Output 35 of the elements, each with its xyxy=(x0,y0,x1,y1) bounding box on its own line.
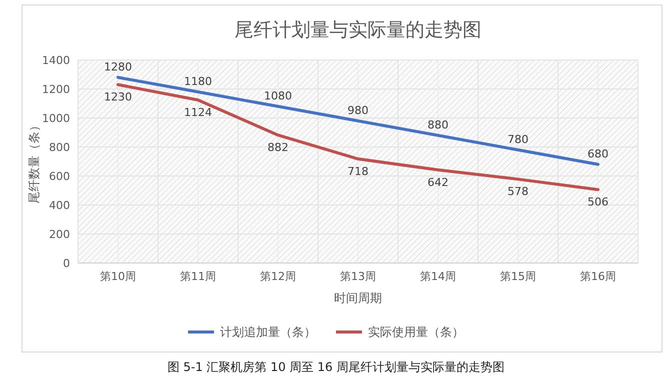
data-label: 1080 xyxy=(264,89,292,102)
x-tick-label: 第10周 xyxy=(100,270,136,283)
chart-title: 尾纤计划量与实际量的走势图 xyxy=(234,19,482,41)
data-label: 1124 xyxy=(184,106,212,120)
caption: 图 5-1 汇聚机房第 10 周至 16 周尾纤计划量与实际量的走势图 xyxy=(167,360,505,374)
x-tick-label: 第13周 xyxy=(340,270,376,283)
y-tick-label: 1000 xyxy=(42,112,70,125)
x-tick-label: 第11周 xyxy=(180,270,216,283)
x-tick-label: 第16周 xyxy=(580,270,616,283)
x-tick-label: 第15周 xyxy=(500,270,536,283)
y-tick-label: 1400 xyxy=(42,54,70,67)
data-label: 780 xyxy=(508,132,528,146)
data-label: 1280 xyxy=(104,60,132,74)
data-label: 1230 xyxy=(104,90,132,104)
data-label: 980 xyxy=(348,104,368,117)
x-tick-label: 第14周 xyxy=(420,270,456,283)
legend-label: 计划追加量（条） xyxy=(220,325,316,339)
data-label: 680 xyxy=(588,147,608,160)
legend-label: 实际使用量（条） xyxy=(368,325,464,339)
y-tick-label: 800 xyxy=(49,141,70,154)
data-label: 642 xyxy=(428,176,448,189)
x-tick-label: 第12周 xyxy=(260,270,296,283)
y-tick-label: 600 xyxy=(49,170,70,183)
data-label: 882 xyxy=(268,141,288,154)
data-label: 578 xyxy=(508,185,528,198)
y-axis-title: 尾纤数量（条） xyxy=(27,120,41,204)
data-label: 1180 xyxy=(184,74,212,88)
y-tick-label: 400 xyxy=(49,199,70,212)
data-label: 506 xyxy=(588,196,608,209)
y-tick-label: 200 xyxy=(49,228,70,241)
data-label: 718 xyxy=(348,164,368,178)
data-label: 880 xyxy=(428,118,448,132)
x-axis-title: 时间周期 xyxy=(334,291,382,305)
y-tick-label: 1200 xyxy=(42,83,70,96)
y-tick-label: 0 xyxy=(63,257,70,270)
